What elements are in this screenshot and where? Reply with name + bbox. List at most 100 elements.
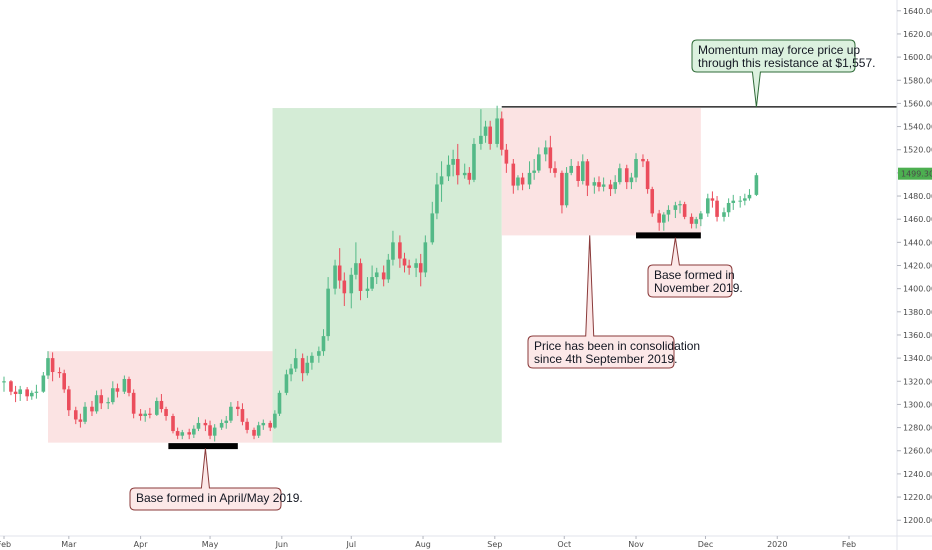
candle xyxy=(212,424,217,442)
candle-body xyxy=(402,258,407,266)
candle xyxy=(495,105,499,148)
candle xyxy=(381,265,386,287)
candle-body xyxy=(111,388,115,403)
y-tick-label: 1480.00 xyxy=(903,192,932,201)
candle-body xyxy=(370,277,374,289)
candle xyxy=(122,375,127,395)
candle-body xyxy=(699,213,703,220)
candle xyxy=(317,346,321,363)
candle-body xyxy=(722,212,726,217)
candle xyxy=(576,161,580,187)
candle-body xyxy=(743,198,747,201)
candle-body xyxy=(613,182,617,190)
candle xyxy=(46,351,50,379)
candle xyxy=(62,369,66,393)
y-tick-label: 1420.00 xyxy=(903,262,932,271)
candle xyxy=(245,418,249,434)
base-marker-0 xyxy=(168,443,238,450)
candle-body xyxy=(78,419,83,422)
candle-body xyxy=(560,172,564,206)
candle xyxy=(467,167,472,185)
candle xyxy=(284,369,289,396)
candle-body xyxy=(245,421,249,430)
candle-body xyxy=(175,431,180,436)
candle-body xyxy=(601,184,606,187)
candle-body xyxy=(321,336,326,352)
candle-body xyxy=(326,288,330,337)
candle-body xyxy=(57,372,62,374)
candle xyxy=(488,120,492,150)
candle-body xyxy=(472,143,476,180)
candle-body xyxy=(317,351,321,356)
candle xyxy=(13,385,18,403)
candle xyxy=(548,135,553,173)
candle-body xyxy=(236,406,240,410)
candle xyxy=(196,417,201,432)
candle-body xyxy=(715,200,719,217)
candle-body xyxy=(414,263,418,268)
candle xyxy=(78,413,83,428)
candle-body xyxy=(446,164,451,177)
candle-body xyxy=(564,172,569,206)
candle-body xyxy=(747,194,752,199)
candle-body xyxy=(483,126,488,136)
x-tick-label: Jul xyxy=(345,540,356,549)
candle-body xyxy=(208,425,212,436)
candle xyxy=(99,389,104,410)
candle-body xyxy=(678,204,682,206)
candle xyxy=(326,277,330,341)
candle-body xyxy=(527,172,532,185)
candle-body xyxy=(520,177,525,185)
candle xyxy=(143,410,148,422)
candle xyxy=(479,109,483,150)
candle-body xyxy=(337,265,342,281)
candle-body xyxy=(293,358,298,369)
candle xyxy=(18,385,23,401)
candle xyxy=(657,209,661,231)
candle-body xyxy=(277,392,282,414)
candle xyxy=(175,427,180,440)
annotation-text: Price has been in consolidation xyxy=(534,339,700,353)
candle xyxy=(337,248,342,289)
annotation-text: Momentum may force price up xyxy=(698,43,860,57)
y-tick-label: 1600.00 xyxy=(903,53,932,62)
candle-body xyxy=(451,158,455,165)
annotation-callout xyxy=(691,39,856,107)
candle xyxy=(439,161,444,202)
candle xyxy=(148,407,152,419)
y-axis: 1200.00 1220.00 1240.00 1260.00 1280.00 1300.… xyxy=(896,0,932,550)
candle xyxy=(455,143,460,185)
candle xyxy=(391,230,395,266)
candle xyxy=(641,154,645,168)
candle xyxy=(682,201,687,220)
x-tick-label: 2020 xyxy=(767,540,787,549)
candle-body xyxy=(576,165,580,181)
candle xyxy=(569,158,574,176)
candle-body xyxy=(618,168,622,183)
candle xyxy=(407,259,411,275)
candle-body xyxy=(67,389,71,411)
candle xyxy=(229,402,233,423)
candle xyxy=(131,389,136,419)
annotation-callout xyxy=(527,235,675,369)
candle-body xyxy=(731,200,736,203)
candle-body xyxy=(430,213,435,243)
candle xyxy=(261,419,266,430)
candle-body xyxy=(94,395,99,412)
candle xyxy=(115,383,120,398)
candle-body xyxy=(212,427,217,436)
candle-body xyxy=(532,170,536,173)
candle xyxy=(106,397,110,410)
candle xyxy=(504,143,509,173)
candle xyxy=(689,213,694,229)
y-tick-label: 1240.00 xyxy=(903,470,932,479)
last-price-tag xyxy=(898,167,932,180)
candle xyxy=(543,140,548,162)
candle-body xyxy=(391,242,395,260)
candle xyxy=(305,355,310,376)
annotation-callout xyxy=(647,237,733,298)
candle-body xyxy=(90,406,94,412)
candle-body xyxy=(196,422,201,429)
candle xyxy=(402,252,407,273)
